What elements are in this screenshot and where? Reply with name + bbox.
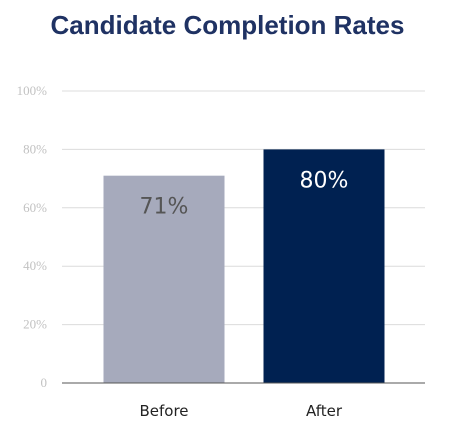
data-label: 80% [300,168,349,193]
y-tick-label: 0 [41,375,48,390]
y-tick-label: 20% [23,317,47,332]
x-category-label: Before [139,402,188,420]
chart-title: Candidate Completion Rates [50,10,405,40]
y-tick-label: 100% [17,83,48,98]
y-tick-label: 80% [23,141,47,156]
y-tick-label: 40% [23,258,47,273]
y-tick-label: 60% [23,200,47,215]
data-label: 71% [140,195,189,220]
bar-after [263,149,385,383]
x-category-label: After [306,402,343,420]
bar-before [103,175,225,383]
